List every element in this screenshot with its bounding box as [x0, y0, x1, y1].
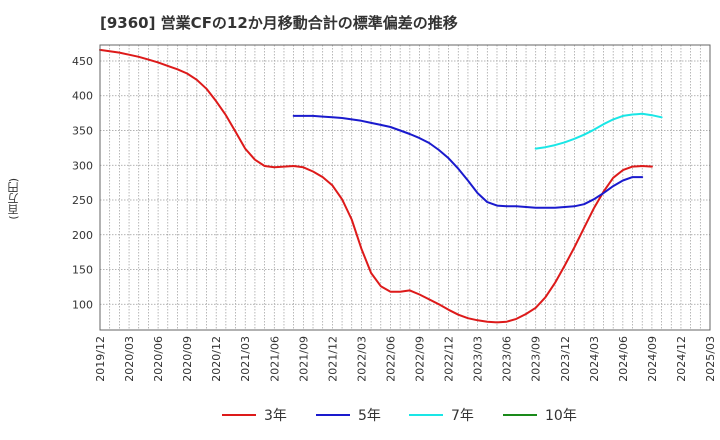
y-tick-label: 350 [72, 125, 93, 138]
legend-swatch [222, 414, 256, 416]
x-tick-label: 2023/12 [559, 336, 572, 382]
legend-item: 3年 [222, 403, 287, 427]
legend-label: 7年 [451, 408, 474, 424]
legend-label: 10年 [545, 408, 577, 424]
x-tick-label: 2021/12 [326, 336, 339, 382]
y-tick-label: 450 [72, 55, 93, 68]
x-tick-label: 2025/03 [704, 336, 717, 382]
x-tick-label: 2023/09 [530, 336, 543, 382]
axis-labels: 100 150 200 250 300 350 400 450 2019/12 2020/03 20… [72, 55, 717, 382]
x-tick-label: 2021/03 [239, 336, 252, 382]
x-tick-label: 2022/12 [443, 336, 456, 382]
chart-title: [9360] 営業CFの12か月移動合計の標準偏差の推移 [100, 14, 458, 32]
x-tick-label: 2021/09 [297, 336, 310, 382]
x-tick-label: 2019/12 [94, 336, 107, 382]
x-tick-label: 2021/06 [268, 336, 281, 382]
x-tick-label: 2024/09 [646, 336, 659, 382]
legend-swatch [503, 414, 537, 416]
legend-label: 5年 [358, 408, 381, 424]
x-tick-label: 2024/06 [617, 336, 630, 382]
y-tick-label: 200 [72, 229, 93, 242]
legend-swatch [316, 414, 350, 416]
x-tick-label: 2022/06 [384, 336, 397, 382]
plot-area [100, 45, 710, 330]
x-tick-label: 2020/03 [123, 336, 136, 382]
series-line-2 [534, 112, 663, 150]
y-tick-label: 250 [72, 194, 93, 207]
y-tick-label: 300 [72, 159, 93, 172]
x-tick-label: 2022/03 [355, 336, 368, 382]
x-tick-label: 2020/09 [181, 336, 194, 382]
x-tick-label: 2024/03 [588, 336, 601, 382]
series-lines [99, 48, 663, 324]
legend: 3年 5年 7年 10年 [0, 403, 720, 427]
legend-item: 7年 [409, 403, 474, 427]
grid-lines [100, 45, 710, 330]
legend-swatch [409, 414, 443, 416]
legend-item: 10年 [503, 403, 577, 427]
x-tick-label: 2024/12 [675, 336, 688, 382]
plot-frame [99, 44, 711, 331]
x-tick-label: 2020/12 [210, 336, 223, 382]
series-line-0 [99, 48, 653, 324]
y-tick-label: 100 [72, 298, 93, 311]
x-tick-label: 2022/09 [414, 336, 427, 382]
series-line-1 [292, 114, 644, 209]
x-tick-label: 2023/03 [472, 336, 485, 382]
y-tick-label: 150 [72, 264, 93, 277]
legend-label: 3年 [264, 408, 287, 424]
x-tick-label: 2023/06 [501, 336, 514, 382]
legend-item: 5年 [316, 403, 381, 427]
y-tick-label: 400 [72, 90, 93, 103]
x-tick-label: 2020/06 [152, 336, 165, 382]
